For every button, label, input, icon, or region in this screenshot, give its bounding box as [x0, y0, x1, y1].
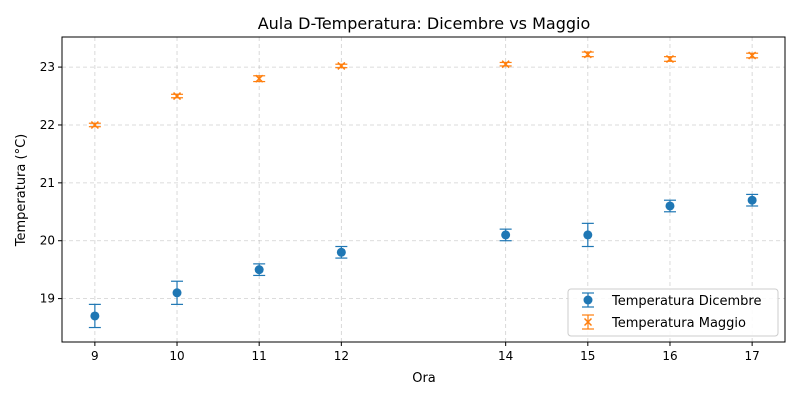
y-tick-label: 23 [40, 60, 55, 74]
data-point [583, 230, 593, 240]
legend-entry: Temperatura Maggio [582, 314, 746, 331]
legend-marker [583, 317, 593, 327]
chart-title: Aula D-Temperatura: Dicembre vs Maggio [258, 14, 591, 33]
data-point [501, 230, 511, 240]
legend-box [567, 288, 779, 337]
series-1 [88, 193, 759, 329]
data-point [172, 288, 182, 298]
legend: Temperatura Dicembre Temperatura Maggio [567, 288, 779, 337]
data-point [90, 311, 100, 321]
y-tick-label: 21 [40, 176, 55, 190]
y-tick-label: 20 [40, 234, 55, 248]
data-point [665, 201, 675, 211]
legend-entry: Temperatura Dicembre [582, 292, 761, 309]
data-point [254, 265, 264, 275]
data-point [90, 120, 99, 129]
series-2 [88, 50, 759, 129]
x-tick-label: 15 [580, 349, 595, 363]
data-point [747, 195, 757, 205]
x-axis-ticks: 9 10 11 12 14 15 16 17 [91, 342, 760, 363]
x-tick-label: 14 [498, 349, 513, 363]
data-point [583, 50, 592, 59]
legend-label: Temperatura Maggio [611, 316, 746, 331]
legend-label: Temperatura Dicembre [611, 294, 761, 309]
x-tick-label: 11 [252, 349, 267, 363]
x-tick-label: 17 [744, 349, 759, 363]
x-tick-label: 16 [662, 349, 677, 363]
data-series [88, 50, 759, 329]
plot-area-frame [61, 36, 786, 343]
y-tick-label: 19 [40, 292, 55, 306]
data-point [748, 51, 757, 60]
legend-marker [583, 295, 593, 305]
data-point [255, 74, 264, 83]
x-tick-label: 10 [169, 349, 184, 363]
x-tick-label: 9 [91, 349, 99, 363]
data-point [501, 60, 510, 69]
data-point [336, 247, 346, 257]
y-axis-label: Temperatura (°C) [14, 134, 29, 247]
y-axis-ticks: 19 20 21 22 23 [40, 60, 62, 306]
data-point [665, 54, 675, 64]
data-point [337, 61, 346, 70]
y-tick-label: 22 [40, 118, 55, 132]
x-tick-label: 12 [334, 349, 349, 363]
data-point [172, 92, 182, 101]
x-axis-label: Ora [412, 371, 436, 386]
